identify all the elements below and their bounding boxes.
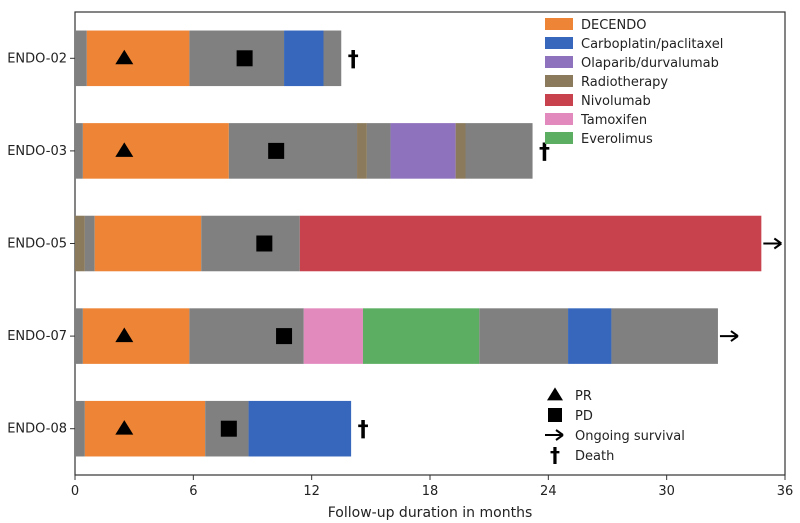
death-marker: † [358,418,369,443]
segment [391,123,456,179]
legend-label: Nivolumab [581,94,651,109]
legend-swatch [545,56,573,68]
segment [75,308,83,364]
segment [466,123,533,179]
segment [456,123,466,179]
segment [75,216,85,272]
legend-label: Radiotherapy [581,75,668,90]
marker-legend-label: Ongoing survival [575,429,685,444]
pd-marker [268,143,284,159]
segment [75,123,83,179]
segment [75,401,85,457]
legend-swatch [545,132,573,144]
segment [367,123,391,179]
x-tick-label: 24 [540,484,557,499]
x-tick-label: 6 [189,484,197,499]
x-axis-label: Follow-up duration in months [328,505,532,521]
segment [87,31,190,87]
death-marker: † [348,47,359,72]
patient-id: ENDO-03 [7,144,67,159]
legend-label: Everolimus [581,132,653,147]
patient-id: ENDO-07 [7,329,67,344]
segment [201,216,300,272]
segment [357,123,367,179]
x-tick-label: 18 [422,484,439,499]
segment [83,123,229,179]
segment [479,308,568,364]
x-tick-label: 36 [777,484,794,499]
legend-swatch [545,113,573,125]
segment [568,308,611,364]
marker-legend-label: PD [575,409,593,424]
segment [300,216,762,272]
segment [249,401,352,457]
segment [85,401,205,457]
segment [304,308,363,364]
legend-label: Carboplatin/paclitaxel [581,37,723,52]
legend-label: DECENDO [581,18,646,33]
segment [95,216,202,272]
patient-id: ENDO-08 [7,422,67,437]
pd-marker [276,328,292,344]
x-tick-label: 30 [658,484,675,499]
legend-label: Olaparib/durvalumab [581,56,719,71]
x-tick-label: 0 [71,484,79,499]
patient-id: ENDO-02 [7,51,67,66]
legend-swatch [545,18,573,30]
segment [83,308,190,364]
legend-swatch [545,94,573,106]
legend-label: Tamoxifen [580,113,647,128]
segment [75,31,87,87]
legend-swatch [545,37,573,49]
segment [363,308,479,364]
segment [284,31,323,87]
legend-square-icon [548,408,562,422]
swimmer-plot: 0 6 12 18 24 30 36 Follow-up duration in months… [0,0,800,523]
pd-marker [237,50,253,66]
segment [229,123,357,179]
marker-legend-label: Death [575,449,614,464]
marker-legend-label: PR [575,389,592,404]
pd-marker [221,421,237,437]
legend-swatch [545,75,573,87]
legend-arrow-icon [545,430,563,440]
patient-id: ENDO-05 [7,237,67,252]
pd-marker [256,236,272,252]
legend-triangle-icon [547,387,563,400]
legend-dagger-icon: † [550,443,560,467]
segment [85,216,95,272]
x-tick-label: 12 [303,484,320,499]
ongoing-marker [720,331,738,341]
segment [324,31,342,87]
segment [611,308,718,364]
ongoing-marker [763,239,781,249]
